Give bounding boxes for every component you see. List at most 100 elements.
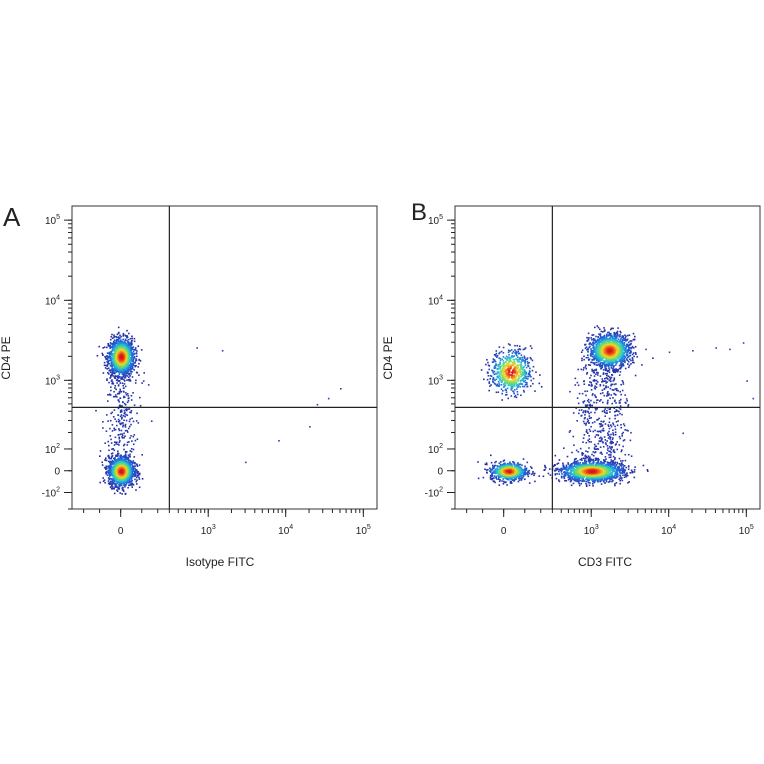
event-point xyxy=(593,356,595,358)
event-point xyxy=(608,369,611,371)
event-point xyxy=(610,384,612,387)
event-point xyxy=(622,474,624,476)
event-point xyxy=(622,336,624,338)
event-point xyxy=(129,367,131,369)
event-point xyxy=(121,455,123,458)
event-point xyxy=(578,479,581,482)
event-point xyxy=(116,455,118,457)
event-point xyxy=(590,441,592,443)
event-point xyxy=(604,423,607,425)
event-point xyxy=(505,481,507,483)
event-point xyxy=(601,361,604,364)
event-point xyxy=(630,359,632,362)
event-point xyxy=(583,434,586,436)
event-point xyxy=(624,459,627,462)
event-point xyxy=(124,455,126,458)
event-point xyxy=(591,453,593,456)
event-point xyxy=(134,348,136,351)
event-point xyxy=(110,438,112,441)
event-point xyxy=(519,463,522,466)
event-point xyxy=(117,369,120,371)
event-point xyxy=(610,451,612,454)
event-point xyxy=(106,365,109,367)
event-point xyxy=(580,482,582,485)
event-point xyxy=(587,332,590,335)
event-point xyxy=(588,417,591,419)
event-point xyxy=(120,342,122,345)
event-point xyxy=(605,386,607,388)
event-point xyxy=(122,422,124,424)
event-point xyxy=(123,380,126,382)
event-point xyxy=(126,481,128,484)
event-point xyxy=(606,374,608,377)
event-point xyxy=(125,484,127,486)
event-point xyxy=(634,466,636,468)
event-point xyxy=(515,350,517,353)
event-point xyxy=(125,458,128,460)
event-point xyxy=(104,355,106,358)
event-point xyxy=(581,459,583,461)
event-point xyxy=(526,385,528,388)
event-point xyxy=(105,457,107,459)
event-point xyxy=(114,441,117,444)
event-point xyxy=(621,472,624,474)
event-point xyxy=(613,335,616,337)
event-point xyxy=(516,344,519,347)
event-point xyxy=(518,345,521,348)
event-point xyxy=(136,472,138,474)
event-point xyxy=(121,486,124,489)
event-point xyxy=(130,346,132,348)
event-point xyxy=(110,380,113,382)
event-point xyxy=(136,479,138,481)
event-point xyxy=(498,462,501,465)
event-point xyxy=(621,380,624,382)
event-point xyxy=(528,469,531,472)
event-point xyxy=(127,399,130,402)
event-point xyxy=(114,351,116,353)
event-point xyxy=(133,337,136,340)
event-point xyxy=(111,382,113,385)
event-point xyxy=(585,480,588,483)
event-point xyxy=(570,464,572,467)
event-point xyxy=(599,328,601,331)
event-point xyxy=(612,380,615,382)
event-point xyxy=(130,478,133,480)
event-point xyxy=(619,405,622,407)
event-point xyxy=(129,483,132,485)
event-point xyxy=(118,444,120,446)
event-point xyxy=(627,405,629,407)
event-point xyxy=(114,395,117,398)
event-point xyxy=(597,399,599,401)
event-point xyxy=(610,328,612,331)
event-point xyxy=(615,362,618,365)
event-point xyxy=(615,421,618,423)
event-point xyxy=(587,439,589,442)
event-point xyxy=(596,341,598,344)
event-point xyxy=(120,483,123,485)
event-point xyxy=(510,482,513,484)
event-point xyxy=(116,336,118,338)
event-point xyxy=(569,390,571,393)
event-point xyxy=(125,372,127,375)
event-point xyxy=(577,368,579,371)
event-point xyxy=(614,467,616,470)
event-point xyxy=(604,367,606,369)
event-point xyxy=(133,404,136,406)
event-point xyxy=(585,462,588,465)
event-point xyxy=(119,337,121,339)
event-point xyxy=(627,356,630,358)
event-point xyxy=(622,467,625,470)
event-point xyxy=(530,379,532,382)
event-point xyxy=(629,354,631,357)
event-point xyxy=(109,474,112,476)
event-point xyxy=(562,468,565,470)
event-point xyxy=(606,394,609,396)
event-point xyxy=(592,353,595,356)
event-point xyxy=(604,456,607,458)
event-point xyxy=(597,336,600,338)
event-point xyxy=(583,383,586,385)
event-point xyxy=(588,479,590,482)
event-point xyxy=(620,469,622,472)
event-point xyxy=(610,433,612,436)
event-point xyxy=(106,358,108,360)
